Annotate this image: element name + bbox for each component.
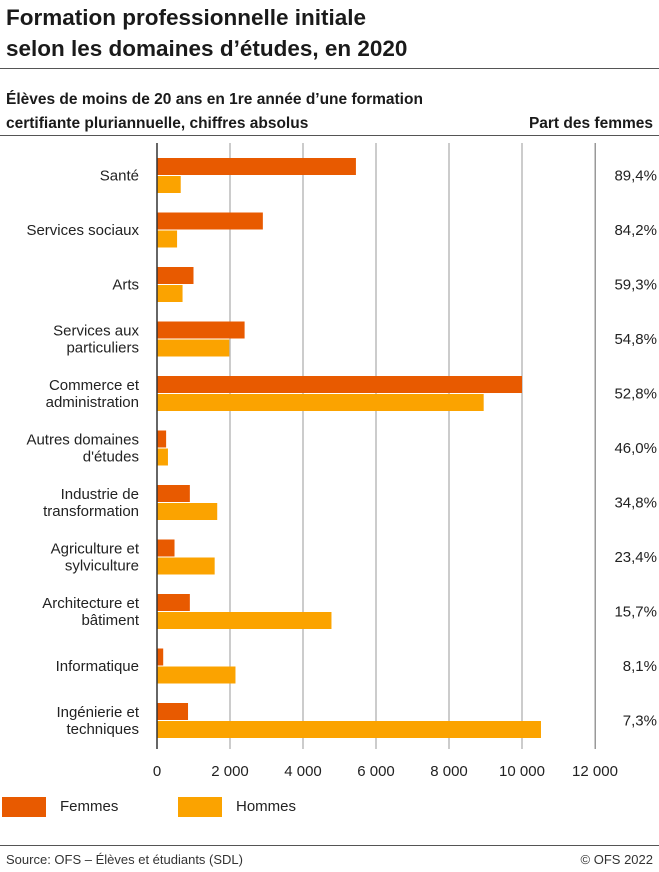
bar-hommes	[157, 176, 181, 193]
copyright-note: © OFS 2022	[580, 852, 653, 867]
category-label: Services sociaux	[26, 222, 139, 239]
category-label: Santé	[100, 168, 139, 185]
source-note: Source: OFS – Élèves et étudiants (SDL)	[6, 852, 243, 867]
legend-label-femmes: Femmes	[60, 798, 119, 815]
share-women-header: Part des femmes	[528, 115, 653, 132]
x-tick-label: 6 000	[357, 763, 395, 780]
bar-femmes	[157, 376, 522, 393]
bar-chart: 0 2 000 4 000 6 000 8 000 10 000 12 000 Santé 89…	[0, 135, 659, 780]
x-tick-label: 12 000	[572, 763, 618, 780]
bar-hommes	[157, 612, 332, 629]
chart-title-line2: selon les domaines d’études, en 2020	[6, 36, 408, 61]
bar-hommes	[157, 230, 178, 248]
bar-femmes	[157, 539, 175, 557]
chart-subtitle-line2: certifiante pluriannuelle, chiffres abso…	[6, 115, 309, 132]
legend-label-hommes: Hommes	[236, 798, 297, 815]
share-women-value: 34,8%	[614, 495, 657, 512]
bar-femmes	[157, 485, 190, 502]
share-women-value: 23,4%	[614, 549, 657, 566]
bar-hommes	[157, 448, 168, 466]
legend-swatch-hommes	[178, 797, 222, 817]
bar-femmes	[157, 321, 245, 339]
category-label: Informatique	[56, 658, 139, 675]
chart-title-line1: Formation professionnelle initiale	[6, 5, 367, 30]
share-women-value: 59,3%	[614, 277, 657, 294]
category-label: Autres domaines d'études	[26, 432, 139, 466]
share-women-value: 46,0%	[614, 440, 657, 457]
share-women-value: 15,7%	[614, 604, 657, 621]
share-women-value: 54,8%	[614, 331, 657, 348]
x-tick-label: 10 000	[499, 763, 545, 780]
bar-femmes	[157, 594, 190, 611]
title-divider	[0, 68, 659, 69]
share-women-value: 89,4%	[614, 168, 657, 185]
share-women-value: 8,1%	[623, 658, 657, 675]
bar-hommes	[157, 557, 215, 575]
bar-hommes	[157, 721, 541, 738]
bar-hommes	[157, 666, 236, 684]
category-label: Services aux particuliers	[53, 323, 139, 357]
bar-femmes	[157, 703, 189, 720]
x-tick-label: 4 000	[284, 763, 322, 780]
category-label: Commerce et administration	[46, 377, 140, 411]
category-label: Agriculture et sylviculture	[51, 541, 140, 575]
footer-divider	[0, 845, 659, 846]
bar-hommes	[157, 503, 218, 520]
legend-swatch-femmes	[2, 797, 46, 817]
bar-femmes	[157, 648, 164, 666]
chart-subtitle: Élèves de moins de 20 ans en 1re année d…	[6, 88, 506, 136]
bar-hommes	[157, 285, 183, 302]
bar-femmes	[157, 212, 263, 230]
x-tick-label: 2 000	[211, 763, 249, 780]
chart-subtitle-line1: Élèves de moins de 20 ans en 1re année d…	[6, 91, 423, 108]
bar-hommes	[157, 339, 230, 357]
category-label: Arts	[112, 277, 139, 294]
category-label: Industrie de transformation	[43, 486, 139, 520]
chart-title: Formation professionnelle initiale selon…	[6, 2, 656, 64]
bar-femmes	[157, 267, 194, 284]
bar-hommes	[157, 394, 484, 411]
category-label: Architecture et bâtiment	[42, 595, 140, 629]
bar-femmes	[157, 430, 167, 448]
x-tick-label: 0	[153, 763, 161, 780]
share-women-value: 52,8%	[614, 386, 657, 403]
share-women-value: 84,2%	[614, 222, 657, 239]
x-tick-label: 8 000	[430, 763, 468, 780]
bar-femmes	[157, 158, 356, 175]
category-label: Ingénierie et techniques	[56, 704, 139, 738]
share-women-value: 7,3%	[623, 713, 657, 730]
